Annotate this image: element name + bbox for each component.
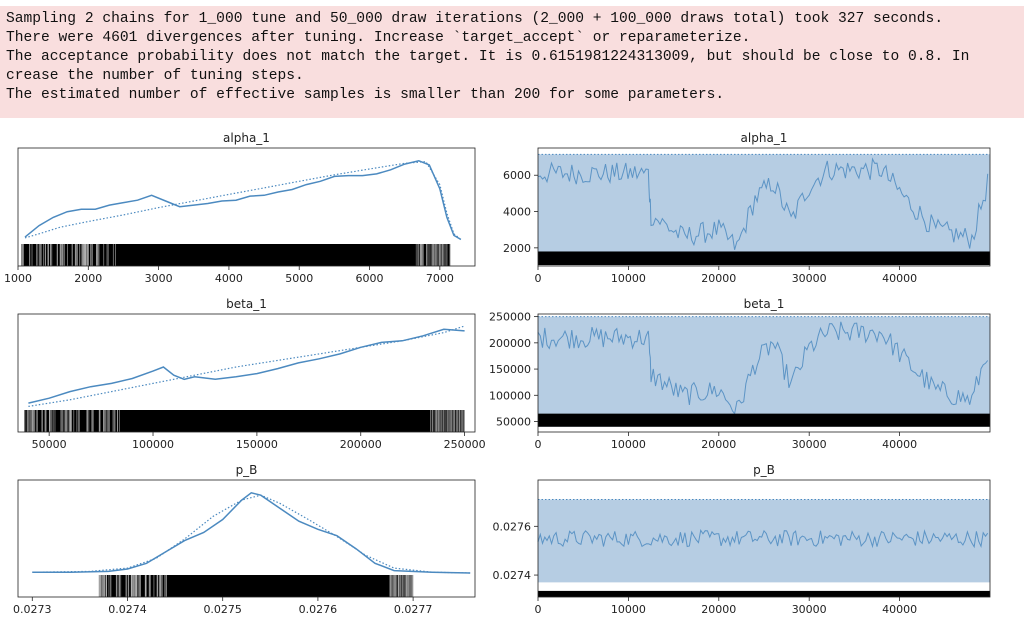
- panel-posterior-density-beta_1: beta_1 50000 100000 150000 200000 250000: [17, 297, 486, 451]
- panel-title: alpha_1: [223, 131, 270, 145]
- x-tick-label: 0: [535, 272, 542, 285]
- density-line-chain-2: [32, 494, 471, 574]
- x-tick-label: 30000: [792, 272, 827, 285]
- x-tick-label: 40000: [882, 438, 917, 451]
- trace-rug: [538, 413, 990, 427]
- y-tick-label: 2000: [503, 242, 531, 255]
- trace-band: [538, 154, 990, 265]
- warning-line-2: There were 4601 divergences after tuning…: [6, 30, 751, 46]
- x-tick-label: 30000: [792, 603, 827, 616]
- panel-trace-alpha_1: alpha_1 2000 4000 6000 0 10000 20000 30000 40000: [503, 131, 991, 285]
- x-tick-label: 10000: [611, 603, 646, 616]
- panel-title: p_B: [236, 463, 258, 477]
- x-tick-label: 40000: [882, 272, 917, 285]
- warning-line-3: The acceptance probability does not matc…: [6, 49, 970, 65]
- x-tick-label: 30000: [792, 438, 827, 451]
- x-tick-label: 5000: [285, 272, 313, 285]
- density-line-chain-1: [32, 491, 471, 574]
- trace-line: [537, 321, 989, 415]
- x-tick-label: 20000: [701, 603, 736, 616]
- panel-trace-p_B: p_B 0.0274 0.0276 0 10000 20000 30000 40000: [493, 463, 991, 616]
- trace-line: [537, 157, 989, 250]
- density-line-chain-1: [28, 328, 465, 404]
- trace-rug: [538, 251, 990, 266]
- panel-frame: [537, 147, 991, 267]
- y-tick-label: 250000: [489, 311, 531, 324]
- x-tick-label: 10000: [611, 438, 646, 451]
- x-tick-label: 2000: [74, 272, 102, 285]
- x-tick-label: 20000: [701, 438, 736, 451]
- panel-frame: [17, 147, 476, 267]
- panel-trace-beta_1: beta_1 50000 100000 150000 200000 250000 0 1000…: [489, 297, 991, 451]
- rug: [21, 244, 451, 266]
- x-tick-label: 0.0274: [108, 603, 147, 616]
- warning-line-4: crease the number of tuning steps.: [6, 68, 304, 84]
- trace-band: [538, 499, 990, 583]
- panel-frame: [537, 313, 991, 433]
- rug-block: [21, 244, 451, 266]
- rug: [98, 575, 414, 597]
- y-tick-label: 0.0274: [493, 569, 532, 582]
- rug-block: [98, 575, 414, 597]
- y-tick-label: 200000: [489, 337, 531, 350]
- y-tick-label: 4000: [503, 206, 531, 219]
- x-tick-label: 40000: [882, 603, 917, 616]
- x-tick-label: 150000: [236, 438, 278, 451]
- rug: [24, 410, 465, 432]
- y-tick-label: 0.0276: [493, 520, 532, 533]
- panel-frame: [17, 479, 476, 598]
- x-tick-label: 0.0273: [13, 603, 52, 616]
- x-tick-label: 7000: [426, 272, 454, 285]
- x-tick-label: 200000: [340, 438, 382, 451]
- y-tick-label: 50000: [496, 416, 531, 429]
- warning-line-1: Sampling 2 chains for 1_000 tune and 50_…: [6, 11, 944, 27]
- density-line-chain-1: [24, 160, 462, 241]
- panel-title: alpha_1: [741, 131, 788, 145]
- y-tick-label: 100000: [489, 389, 531, 402]
- warning-line-5: The estimated number of effective sample…: [6, 87, 725, 103]
- x-tick-label: 100000: [132, 438, 174, 451]
- x-tick-label: 4000: [215, 272, 243, 285]
- y-tick-label: 6000: [503, 169, 531, 182]
- density-line-chain-2: [28, 325, 465, 407]
- x-tick-label: 0.0275: [203, 603, 242, 616]
- x-tick-label: 0.0276: [299, 603, 338, 616]
- x-tick-label: 250000: [444, 438, 486, 451]
- x-tick-label: 0: [535, 438, 542, 451]
- panel-title: beta_1: [226, 297, 267, 311]
- panel-posterior-density-alpha_1: alpha_1 1000 2000 3000 4000 5000 6000 7000: [4, 131, 476, 285]
- x-tick-label: 10000: [611, 272, 646, 285]
- x-tick-label: 20000: [701, 272, 736, 285]
- panel-frame: [537, 479, 991, 598]
- panel-title: p_B: [753, 463, 775, 477]
- x-tick-label: 0: [535, 603, 542, 616]
- x-tick-label: 50000: [32, 438, 67, 451]
- x-tick-label: 6000: [356, 272, 384, 285]
- panel-title: beta_1: [744, 297, 785, 311]
- panel-posterior-density-p_B: p_B 0.0273 0.0274 0.0275 0.0276 0.0277: [13, 463, 476, 616]
- rug-block: [24, 410, 465, 432]
- y-tick-label: 150000: [489, 363, 531, 376]
- trace-line: [537, 528, 989, 549]
- panel-frame: [17, 313, 476, 433]
- density-line-chain-2: [24, 160, 462, 240]
- x-tick-label: 1000: [4, 272, 32, 285]
- warning-banner: Sampling 2 chains for 1_000 tune and 50_…: [0, 6, 1024, 118]
- x-tick-label: 0.0277: [394, 603, 433, 616]
- x-tick-label: 3000: [145, 272, 173, 285]
- trace-rug: [538, 590, 990, 597]
